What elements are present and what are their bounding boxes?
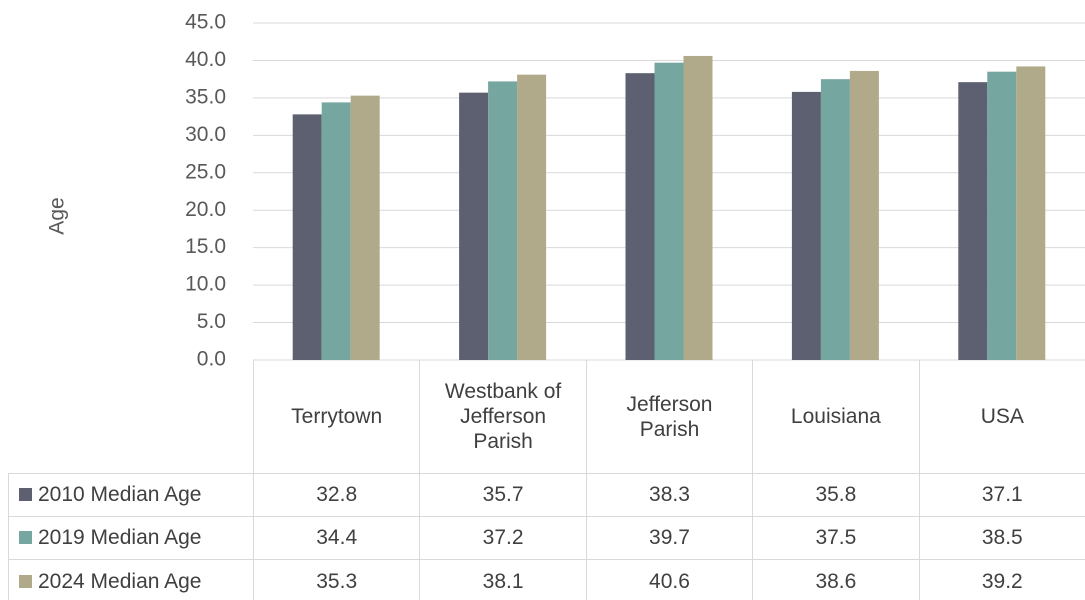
- legend-label: 2019 Median Age: [38, 526, 202, 550]
- y-tick-label: 25.0: [185, 160, 226, 183]
- table-border: [8, 473, 1085, 474]
- y-tick-label: 5.0: [197, 310, 226, 333]
- table-value: 38.1: [419, 560, 585, 600]
- y-tick-label: 35.0: [185, 85, 226, 108]
- category-label: Terrytown: [253, 360, 419, 473]
- y-tick-label: 20.0: [185, 198, 226, 221]
- category-label: Jefferson Parish: [585, 360, 752, 473]
- table-value: 37.1: [918, 473, 1085, 517]
- legend-swatch: [19, 531, 32, 545]
- bar: [517, 74, 547, 360]
- legend-swatch: [19, 574, 32, 588]
- bar: [958, 82, 988, 360]
- bar: [791, 91, 821, 361]
- bar: [292, 114, 322, 360]
- y-tick-label: 45.0: [185, 11, 226, 34]
- table-value: 39.2: [918, 560, 1085, 600]
- table-value: 37.5: [752, 516, 919, 560]
- y-tick-label: 10.0: [185, 273, 226, 296]
- bar: [987, 71, 1017, 360]
- legend-label: 2024 Median Age: [38, 569, 202, 593]
- bar: [350, 95, 380, 361]
- table-value: 40.6: [585, 560, 752, 600]
- table-value: 37.2: [419, 516, 586, 560]
- bar: [1016, 66, 1046, 361]
- bar: [654, 62, 684, 361]
- y-tick-label: 40.0: [185, 48, 226, 71]
- y-tick-label: 0.0: [197, 348, 226, 371]
- category-label: Louisiana: [752, 360, 918, 473]
- bar: [488, 81, 518, 360]
- y-axis-label: Age: [46, 197, 69, 234]
- category-label: Westbank of Jefferson Parish: [419, 360, 585, 473]
- bar: [820, 79, 850, 361]
- table-value: 39.7: [585, 516, 753, 560]
- table-value: 32.8: [253, 473, 420, 517]
- category-label: USA: [918, 360, 1085, 473]
- table-value: 35.7: [419, 473, 586, 517]
- legend-swatch: [19, 487, 32, 501]
- y-tick-label: 15.0: [185, 235, 226, 258]
- y-tick-label: 30.0: [185, 123, 226, 146]
- table-value: 34.4: [253, 516, 420, 560]
- bar: [625, 73, 655, 361]
- table-value: 38.6: [752, 560, 918, 600]
- table-value: 38.3: [585, 473, 753, 517]
- table-value: 35.3: [253, 560, 419, 600]
- legend-cell: 2024 Median Age: [8, 560, 253, 600]
- table-value: 35.8: [752, 473, 919, 517]
- legend-cell: 2019 Median Age: [8, 516, 253, 560]
- table-value: 38.5: [918, 516, 1085, 560]
- bar: [849, 70, 879, 360]
- bar: [459, 92, 489, 360]
- bar: [683, 55, 713, 360]
- legend-label: 2010 Median Age: [38, 482, 202, 506]
- legend-cell: 2010 Median Age: [8, 473, 253, 517]
- bar: [321, 102, 351, 360]
